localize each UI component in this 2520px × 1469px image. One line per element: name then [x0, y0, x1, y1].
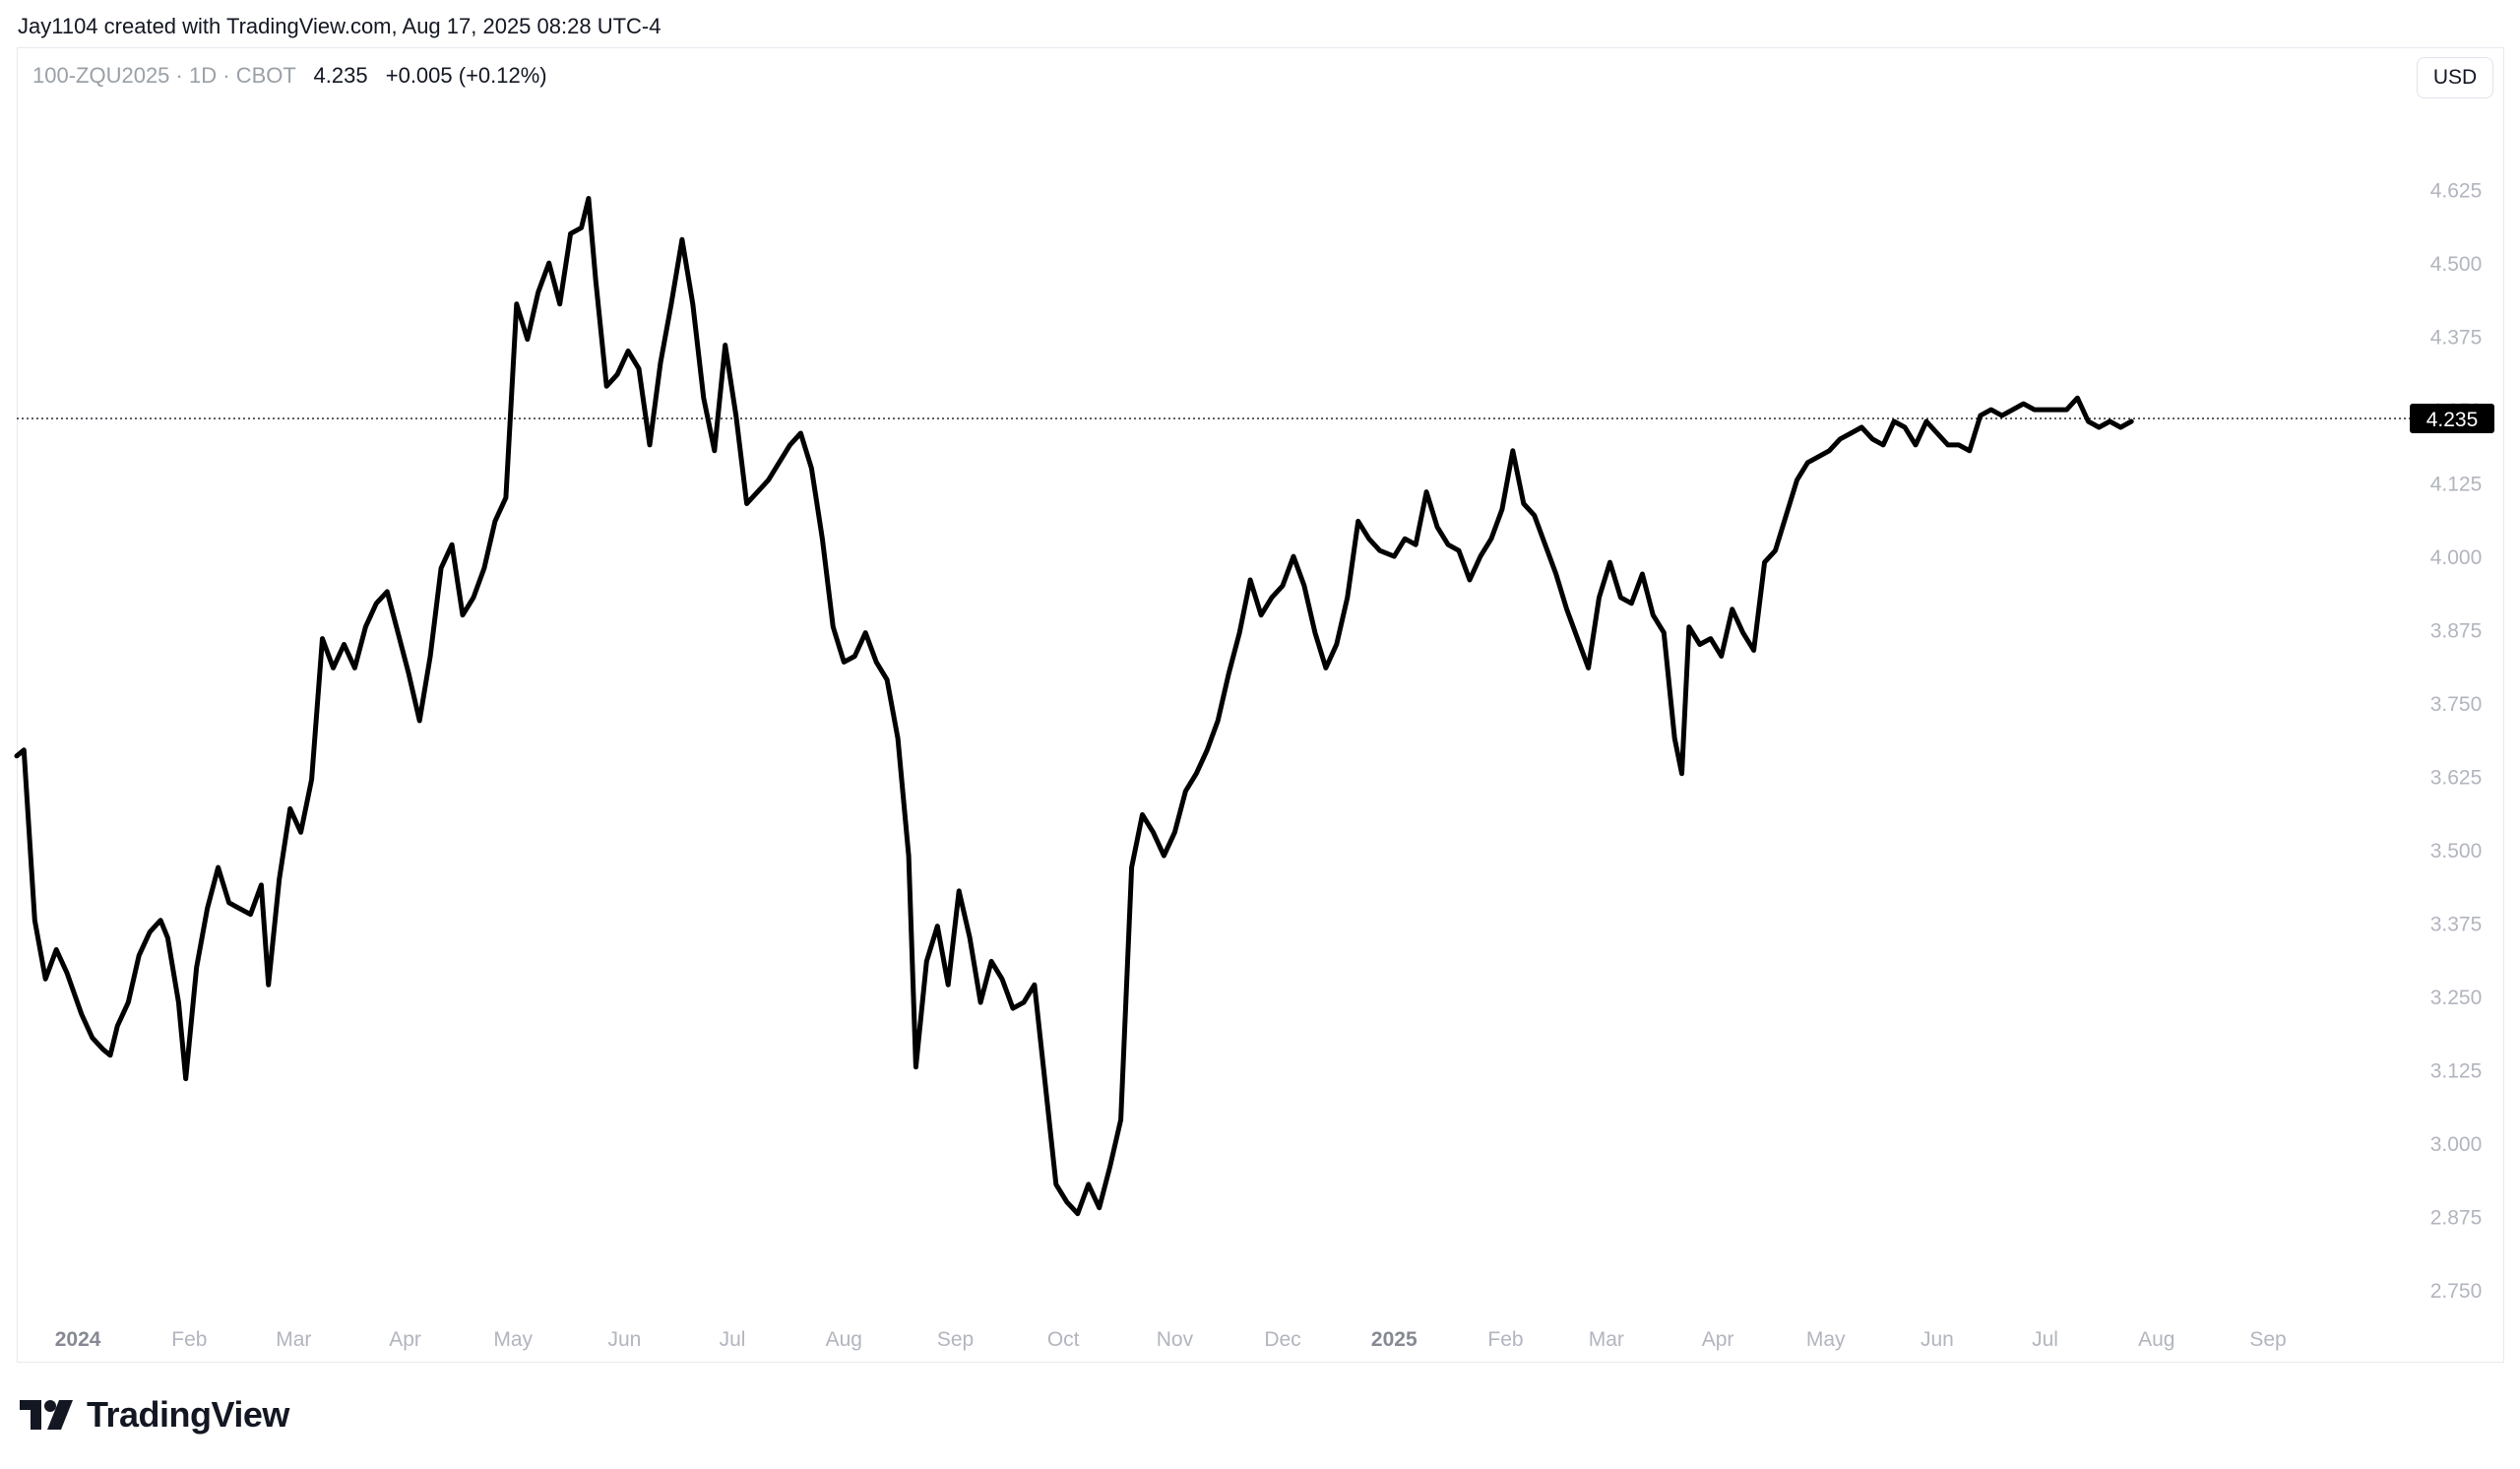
chart-frame [17, 47, 2504, 1363]
x-axis: 2024 Feb Mar Apr May Jun Jul Aug Sep Oct Nov Dec 202… [55, 1328, 2287, 1351]
x-tick-label: Aug [2138, 1328, 2174, 1351]
symbol-legend[interactable]: 100-ZQU2025 · 1D · CBOT 4.235 +0.005 (+0… [32, 63, 547, 89]
x-tick-label: Nov [1157, 1328, 1194, 1351]
symbol-interval: 1D [189, 63, 218, 88]
currency-button[interactable]: USD [2417, 57, 2493, 98]
y-tick-label: 3.250 [2430, 987, 2483, 1009]
x-tick-label: 2024 [55, 1328, 101, 1351]
y-tick-label: 2.750 [2430, 1280, 2483, 1303]
y-tick-label: 4.000 [2430, 546, 2483, 569]
y-axis: 4.6254.5004.3754.2504.1254.0003.8753.750… [2430, 180, 2483, 1304]
x-tick-label: Sep [2249, 1328, 2286, 1351]
price-line [14, 196, 2134, 1217]
tradingview-wordmark: TradingView [87, 1394, 289, 1435]
x-tick-label: Jun [608, 1328, 642, 1351]
chart-caption: Jay1104 created with TradingView.com, Au… [18, 14, 662, 38]
x-tick-label: Mar [1589, 1328, 1624, 1351]
tradingview-logo-icon [20, 1400, 73, 1430]
x-tick-label: Apr [1702, 1328, 1734, 1351]
y-tick-label: 3.750 [2430, 693, 2483, 716]
price-change-value: +0.005 (+0.12%) [385, 63, 547, 88]
x-tick-label: Jul [2032, 1328, 2058, 1351]
last-price-tag-bg [2410, 404, 2494, 434]
y-tick-label: 4.500 [2430, 253, 2483, 276]
last-price-tag-label: 4.235 [2426, 409, 2479, 431]
y-tick-label: 4.125 [2430, 474, 2483, 496]
symbol-name: 100-ZQU2025 [32, 63, 170, 88]
y-tick-label: 3.000 [2430, 1133, 2483, 1156]
x-tick-label: 2025 [1371, 1328, 1418, 1351]
x-tick-label: Feb [1487, 1328, 1523, 1351]
footer-brand[interactable]: TradingView [20, 1394, 289, 1436]
x-tick-label: May [1806, 1328, 1846, 1351]
y-tick-label: 3.625 [2430, 767, 2483, 790]
y-tick-label: 3.375 [2430, 914, 2483, 936]
x-tick-label: Apr [389, 1328, 421, 1351]
y-tick-label: 3.125 [2430, 1060, 2483, 1083]
x-tick-label: Aug [826, 1328, 862, 1351]
x-tick-label: Jun [1921, 1328, 1954, 1351]
symbol-exchange: CBOT [235, 63, 296, 88]
x-tick-label: Mar [276, 1328, 311, 1351]
last-price-value: 4.235 [313, 63, 368, 88]
x-tick-label: Dec [1264, 1328, 1300, 1351]
y-tick-label: 4.375 [2430, 327, 2483, 350]
y-tick-label: 3.500 [2430, 840, 2483, 862]
x-tick-label: May [493, 1328, 533, 1351]
x-tick-label: Jul [720, 1328, 746, 1351]
last-price-tag: 4.235 [2410, 404, 2494, 434]
x-tick-label: Oct [1047, 1328, 1080, 1351]
x-tick-label: Feb [171, 1328, 207, 1351]
x-tick-label: Sep [937, 1328, 974, 1351]
legend-separator: · [222, 63, 230, 88]
legend-separator: · [175, 63, 183, 88]
y-tick-label: 3.875 [2430, 620, 2483, 643]
y-tick-label: 2.875 [2430, 1207, 2483, 1230]
y-tick-label: 4.625 [2430, 180, 2483, 203]
